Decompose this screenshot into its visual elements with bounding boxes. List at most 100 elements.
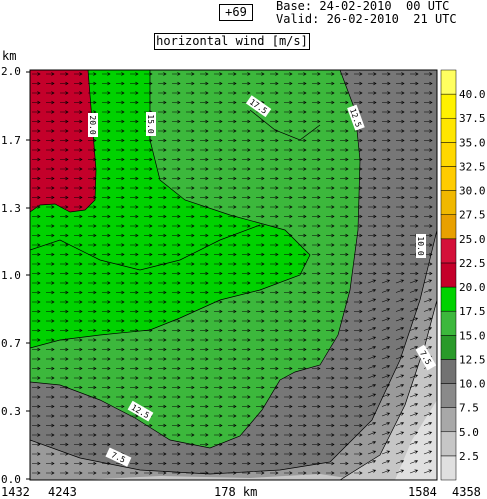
wind-barb [228,205,237,209]
wind-barb [214,186,223,190]
wind-barb [340,214,349,219]
wind-barb [46,385,55,390]
wind-barb [284,395,293,399]
wind-barb [228,471,237,475]
forecast-hour-badge: +69 [219,4,253,21]
wind-barb [144,214,153,219]
wind-barb [312,395,321,399]
wind-barb [88,167,97,171]
wind-barb [116,281,125,285]
wind-barb [60,81,69,86]
wind-barb [130,110,139,114]
wind-barb [354,138,363,143]
wind-barb [116,423,125,428]
wind-barb [200,233,209,238]
wind-barb [144,205,153,209]
wind-barb [340,157,349,162]
wind-barb [116,214,125,219]
wind-barb [298,243,307,247]
wind-barb [284,224,293,228]
wind-barb [158,129,167,133]
wind-barb [116,91,125,95]
wind-barb [298,214,307,219]
wind-barb [116,252,125,257]
wind-barb [130,271,139,276]
wind-barb [102,72,111,76]
wind-barb [172,281,181,285]
wind-barb [410,186,419,190]
wind-barb [312,243,321,247]
wind-barb [144,452,153,456]
y-tick-label: 1.7 [1,134,21,147]
wind-barb [340,461,349,466]
wind-barb [423,469,433,474]
wind-barb [214,290,223,295]
wind-barb [298,395,307,399]
wind-barb [172,366,181,371]
wind-barb [284,129,293,133]
wind-barb [102,157,111,162]
wind-barb [102,385,111,390]
wind-barb [214,461,223,466]
wind-barb [368,195,377,200]
wind-barb [270,376,279,380]
wind-barb [214,281,223,285]
wind-barb [284,233,293,238]
wind-barb [326,338,335,342]
wind-barb [130,423,139,428]
wind-barb [396,271,405,276]
wind-barb [354,404,363,409]
wind-barb [354,129,363,133]
wind-barb [158,214,167,219]
wind-barb [256,471,265,475]
wind-barb [298,300,307,304]
wind-barb [158,433,167,437]
wind-barb [186,414,195,418]
wind-barb [130,91,139,95]
wind-barb [410,262,419,266]
wind-barb [88,195,97,200]
wind-barb [284,138,293,143]
wind-barb [130,176,139,181]
wind-barb [298,461,307,466]
wind-barb [116,186,125,190]
wind-barb [158,281,167,285]
wind-barb [298,167,307,171]
wind-barb [270,186,279,190]
wind-barb [409,441,419,445]
wind-barb [186,176,195,181]
wind-barb [32,309,41,314]
wind-barb [186,195,195,200]
wind-barb [46,214,55,219]
wind-barb [242,262,251,266]
wind-barb [367,384,377,388]
wind-barb [88,262,97,266]
wind-barb [60,338,69,342]
wind-barb [298,205,307,209]
wind-barb [74,167,83,171]
wind-barb [326,471,335,475]
wind-barb [102,347,111,352]
wind-barb [200,129,209,133]
wind-barb [228,176,237,181]
wind-barb [242,385,251,390]
wind-barb [102,366,111,371]
wind-barb [102,176,111,181]
wind-barb [130,205,139,209]
wind-barb [60,119,69,124]
wind-barb [32,262,41,266]
wind-barb [354,395,363,399]
wind-barb [256,319,265,323]
wind-barb [242,195,251,200]
wind-barb [312,271,321,276]
wind-barb [284,262,293,266]
wind-barb [368,100,377,105]
wind-barb [60,224,69,228]
wind-barb [367,279,377,284]
wind-barb [312,148,321,152]
wind-barb [130,357,139,361]
wind-barb [186,262,195,266]
x-end-label-2: 4358 [452,485,481,499]
wind-barb [228,309,237,314]
wind-barb [340,205,349,209]
